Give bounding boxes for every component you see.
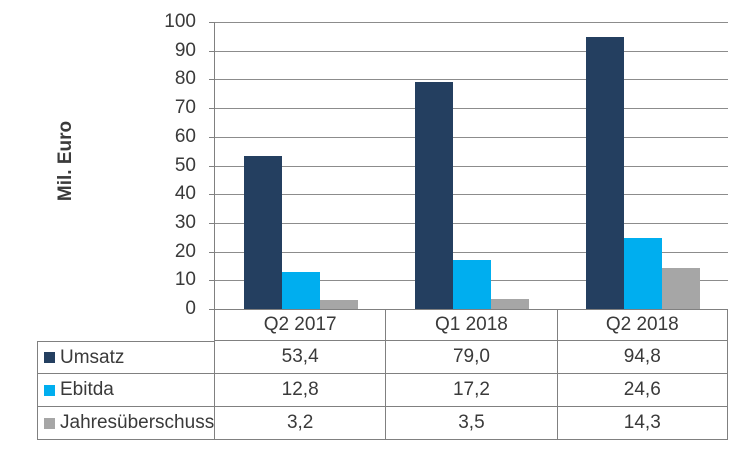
table-value-jahresueberschuss-q2-2017: 3,2	[214, 407, 386, 440]
y-axis-tick-label: 80	[174, 68, 196, 90]
table-series-label-umsatz: Umsatz	[37, 341, 214, 374]
y-axis-tick-label: 10	[174, 269, 196, 291]
bar-umsatz	[243, 155, 282, 309]
bar-ebitda	[452, 259, 491, 309]
y-axis-tick-label: 40	[174, 183, 196, 205]
table-value-ebitda-q2-2018: 24,6	[556, 374, 728, 407]
table-corner-cell	[37, 310, 214, 341]
data-table: Q2 2017 Q1 2018 Q2 2018 Umsatz 53,4 79,0 94,8 E…	[37, 310, 728, 440]
y-axis-tick	[209, 251, 214, 253]
series-name: Jahresüberschuss	[60, 412, 214, 433]
bar-group-q2-2018	[557, 22, 728, 309]
gridline	[215, 222, 728, 224]
table-header-q2-2017: Q2 2017	[214, 310, 386, 341]
gridline	[215, 136, 728, 138]
gridline	[215, 79, 728, 81]
y-axis-tick	[209, 194, 214, 196]
y-axis-tick-label: 100	[164, 11, 196, 32]
table-value-ebitda-q2-2017: 12,8	[214, 374, 386, 407]
bar-jahresueberschuss	[319, 299, 358, 309]
y-axis-tick-label: 70	[174, 97, 196, 119]
gridline	[215, 50, 728, 52]
legend-swatch-jahresueberschuss	[44, 417, 55, 429]
y-axis-tick	[209, 22, 214, 23]
y-axis-tick-label: 20	[174, 240, 196, 262]
bar-ebitda	[281, 272, 320, 309]
y-axis-tick	[209, 309, 214, 310]
table-value-jahresueberschuss-q2-2018: 14,3	[556, 407, 728, 440]
legend-swatch-umsatz	[44, 352, 55, 363]
table-value-umsatz-q1-2018: 79,0	[385, 341, 557, 374]
table-series-label-jahresueberschuss: Jahresüberschuss	[37, 407, 214, 440]
series-name: Ebitda	[60, 379, 114, 400]
bar-umsatz	[414, 82, 453, 309]
y-axis-tick-label: 30	[174, 211, 196, 233]
y-axis-tick-label: 50	[174, 154, 196, 176]
y-axis-tick	[209, 136, 214, 138]
table-value-jahresueberschuss-q1-2018: 3,5	[385, 407, 557, 440]
y-axis-tick-labels: 100 90 80 70 60 50 40 30 20 10 0	[116, 12, 196, 319]
plot-area	[209, 22, 728, 310]
bar-group-q2-2017	[215, 22, 386, 309]
bar-jahresueberschuss	[490, 298, 529, 309]
gridline	[215, 165, 728, 167]
table-value-umsatz-q2-2017: 53,4	[214, 341, 386, 374]
gridline	[215, 108, 728, 110]
y-axis-tick	[209, 79, 214, 81]
table-series-label-ebitda: Ebitda	[37, 374, 214, 407]
table-value-ebitda-q1-2018: 17,2	[385, 374, 557, 407]
series-name: Umsatz	[60, 346, 125, 368]
table-header-q1-2018: Q1 2018	[385, 310, 557, 341]
gridline	[215, 22, 728, 23]
y-axis-tick	[209, 222, 214, 224]
y-axis-tick	[209, 108, 214, 110]
y-axis-tick	[209, 165, 214, 167]
table-value-umsatz-q2-2018: 94,8	[556, 341, 728, 374]
table-header-q2-2018: Q2 2018	[556, 310, 728, 341]
bar-jahresueberschuss	[661, 267, 700, 309]
bar-ebitda	[623, 238, 662, 309]
y-axis-tick-label: 0	[185, 298, 196, 319]
bar-umsatz	[585, 36, 624, 309]
gridline	[215, 194, 728, 196]
y-axis-tick	[209, 280, 214, 282]
legend-swatch-ebitda	[44, 384, 55, 396]
gridline	[215, 251, 728, 253]
bar-group-q1-2018	[386, 22, 557, 309]
y-axis-tick	[209, 50, 214, 52]
y-axis-title: Mil. Euro	[55, 120, 76, 202]
y-axis-tick-label: 60	[174, 125, 196, 147]
y-axis-tick-label: 90	[174, 39, 196, 61]
